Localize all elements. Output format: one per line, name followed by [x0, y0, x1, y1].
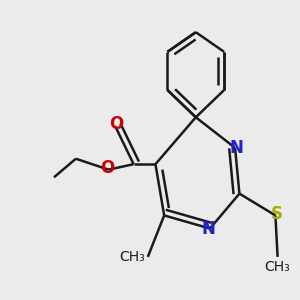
Text: O: O — [110, 116, 124, 134]
Text: CH₃: CH₃ — [265, 260, 290, 274]
Text: CH₃: CH₃ — [119, 250, 145, 264]
Text: N: N — [201, 220, 215, 238]
Text: O: O — [100, 159, 114, 177]
Text: S: S — [271, 205, 283, 223]
Text: N: N — [230, 139, 244, 157]
